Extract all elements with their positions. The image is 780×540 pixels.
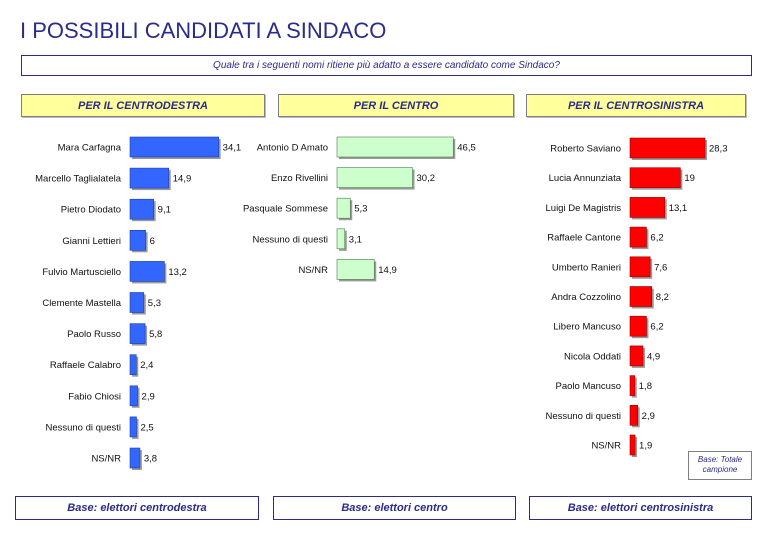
value-label: 6,2 [650, 233, 663, 244]
bar-centrodestra [129, 292, 145, 313]
value-label: 3,1 [349, 234, 362, 245]
value-label: 6,2 [650, 322, 663, 333]
category-label: Marcello Taglialatela [35, 174, 122, 185]
category-label: Libero Mancuso [553, 322, 621, 333]
bar-centro [336, 197, 351, 219]
bar-centrosinistra [629, 345, 644, 367]
value-label: 6 [150, 236, 155, 247]
bar-centrosinistra [629, 286, 653, 307]
category-label: Lucia Annunziata [549, 173, 622, 184]
category-label: Antonio D Amato [257, 143, 328, 154]
category-label: Nicola Oddati [564, 351, 621, 362]
category-label: Nessuno di questi [545, 411, 621, 422]
bar-centrodestra [129, 198, 154, 220]
base-note: Base: Totale campione [688, 451, 752, 480]
category-label: Luigi De Magistris [546, 203, 622, 214]
category-label: Nessuno di questi [252, 234, 328, 245]
bar-centrosinistra [629, 167, 681, 188]
value-label: 34,1 [223, 143, 242, 154]
panel-title-centrodestra: PER IL CENTRODESTRA [21, 94, 265, 117]
category-label: Fabio Chiosi [68, 391, 121, 402]
bar-centrosinistra [629, 256, 651, 278]
bar-centrosinistra [629, 375, 636, 396]
category-label: Pasquale Sommese [243, 204, 328, 215]
bar-centrosinistra [629, 137, 706, 159]
panel-title-centrosinistra: PER IL CENTROSINISTRA [526, 94, 746, 117]
bar-centrosinistra [629, 315, 647, 337]
bar-centrodestra [129, 416, 137, 438]
category-label: Fulvio Martusciello [42, 267, 121, 278]
value-label: 2,9 [642, 411, 655, 422]
footer-centro: Base: elettori centro [273, 496, 516, 520]
value-label: 1,9 [639, 441, 652, 452]
category-label: Pietro Diodato [61, 205, 121, 216]
footer-centrosinistra: Base: elettori centrosinistra [529, 496, 752, 520]
bar-centrodestra [129, 261, 165, 282]
footer-centrodestra: Base: elettori centrodestra [15, 496, 259, 520]
bar-centrodestra [129, 136, 219, 158]
value-label: 30,2 [417, 173, 436, 184]
category-label: Umberto Ranieri [552, 262, 621, 273]
value-label: 13,1 [669, 203, 688, 214]
category-label: NS/NR [298, 265, 328, 276]
value-label: 14,9 [378, 265, 397, 276]
value-label: 19 [684, 173, 695, 184]
bar-centro [336, 167, 413, 188]
value-label: 3,8 [144, 454, 157, 465]
value-label: 28,3 [709, 144, 728, 155]
bar-centrodestra [129, 385, 138, 407]
category-label: Mara Carfagna [58, 143, 122, 154]
value-label: 5,3 [148, 298, 161, 309]
value-label: 14,9 [173, 174, 192, 185]
bar-centro [336, 136, 454, 158]
bar-centrosinistra [629, 197, 666, 218]
question-box: Quale tra i seguenti nomi ritiene più ad… [21, 55, 752, 76]
bar-centrodestra [129, 230, 146, 251]
bar-centrodestra [129, 354, 137, 376]
chart-centrosinistra: Roberto Saviano 28,3 Lucia Annunziata 19 Lui… [545, 137, 728, 457]
category-label: Raffaele Cantone [547, 233, 621, 244]
category-label: Clemente Mastella [42, 298, 121, 309]
category-label: Andra Cozzolino [551, 292, 621, 303]
value-label: 4,9 [647, 351, 660, 362]
bar-centrodestra [129, 167, 170, 189]
category-label: Paolo Russo [67, 329, 121, 340]
value-label: 2,5 [141, 422, 154, 433]
category-label: Raffaele Calabro [50, 360, 121, 371]
category-label: Enzo Rivellini [271, 173, 328, 184]
value-label: 5,8 [149, 329, 162, 340]
value-label: 9,1 [158, 205, 171, 216]
bar-centrodestra [129, 323, 146, 344]
bar-centro [336, 228, 346, 250]
chart-centrodestra: Mara Carfagna 34,1 Marcello Taglialatela 14… [35, 136, 242, 470]
page-title: I POSSIBILI CANDIDATI A SINDACO [20, 18, 387, 43]
value-label: 8,2 [656, 292, 669, 303]
bar-centrosinistra [629, 404, 638, 426]
category-label: Paolo Mancuso [556, 381, 621, 392]
bar-centrodestra [129, 447, 141, 469]
bar-centro [336, 259, 375, 280]
category-label: Roberto Saviano [550, 144, 621, 155]
value-label: 2,4 [140, 360, 153, 371]
value-label: 46,5 [457, 143, 476, 154]
bar-centrosinistra [629, 434, 636, 456]
value-label: 13,2 [168, 267, 187, 278]
category-label: Gianni Lettieri [62, 236, 121, 247]
category-label: Nessuno di questi [45, 422, 121, 433]
panel-title-centro: PER IL CENTRO [278, 94, 514, 117]
value-label: 7,6 [654, 262, 667, 273]
category-label: NS/NR [91, 454, 121, 465]
bar-centrosinistra [629, 226, 647, 248]
category-label: NS/NR [591, 441, 621, 452]
value-label: 1,8 [639, 381, 652, 392]
chart-centro: Antonio D Amato 46,5 Enzo Rivellini 30,2 Pas… [243, 136, 476, 282]
value-label: 2,9 [142, 391, 155, 402]
value-label: 5,3 [354, 204, 367, 215]
